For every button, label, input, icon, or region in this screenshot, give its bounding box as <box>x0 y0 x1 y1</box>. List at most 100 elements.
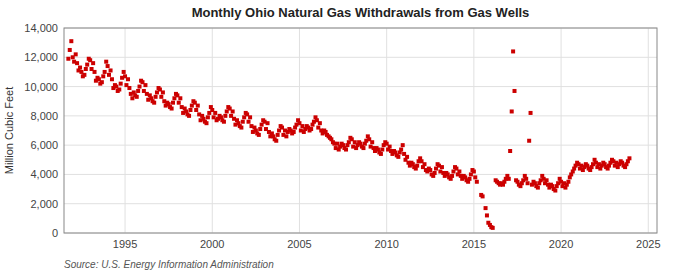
point <box>194 108 198 112</box>
grid-line <box>561 28 562 233</box>
point <box>266 121 270 125</box>
point <box>284 134 288 138</box>
points <box>66 39 631 230</box>
point <box>213 111 217 115</box>
point <box>529 111 533 115</box>
point <box>274 139 278 143</box>
plot-frame <box>64 28 657 233</box>
point <box>318 121 322 125</box>
point <box>309 127 313 131</box>
point <box>401 143 405 147</box>
grid-line <box>64 115 657 116</box>
point <box>103 70 107 74</box>
point <box>107 73 111 77</box>
point <box>258 127 262 131</box>
point <box>388 145 392 149</box>
source-note: Source: U.S. Energy Information Administ… <box>64 259 274 270</box>
y-tick-label: 6,000 <box>30 139 58 151</box>
point <box>239 126 243 130</box>
point <box>122 70 126 74</box>
point <box>361 146 365 150</box>
y-tick-label: 12,000 <box>24 51 58 63</box>
point <box>440 165 444 169</box>
chart: Monthly Ohio Natural Gas Withdrawals fro… <box>0 0 675 275</box>
point <box>344 148 348 152</box>
y-tick-label: 2,000 <box>30 198 58 210</box>
point <box>231 109 235 113</box>
y-tick-label: 8,000 <box>30 110 58 122</box>
point <box>223 114 227 118</box>
point <box>510 109 514 113</box>
point <box>177 101 181 105</box>
point <box>159 95 163 99</box>
point <box>143 83 147 87</box>
point <box>68 48 72 52</box>
point <box>85 63 89 67</box>
point <box>485 213 489 217</box>
point <box>379 152 383 156</box>
point <box>101 74 105 78</box>
y-tick-label: 14,000 <box>24 22 58 34</box>
point <box>433 171 437 175</box>
grid <box>64 28 657 233</box>
point <box>508 149 512 153</box>
grid-line <box>125 28 126 233</box>
point <box>257 133 261 137</box>
point <box>428 168 432 172</box>
point <box>100 80 104 84</box>
axes: 0 2,000 4,000 6,000 8,000 10,000 12,000 14,000 1… <box>24 22 660 250</box>
grid-line <box>64 174 657 175</box>
point <box>468 177 472 181</box>
point <box>127 86 131 90</box>
point <box>187 114 191 118</box>
y-tick-label: 4,000 <box>30 168 58 180</box>
point <box>161 90 165 94</box>
point <box>93 70 97 74</box>
point <box>507 177 511 181</box>
point <box>91 61 95 65</box>
point <box>491 226 495 230</box>
point <box>566 180 570 184</box>
point <box>206 115 210 119</box>
point <box>204 121 208 125</box>
point <box>196 104 200 108</box>
title: Monthly Ohio Natural Gas Withdrawals fro… <box>192 5 530 20</box>
point <box>188 108 192 112</box>
grid-line <box>386 28 387 233</box>
point <box>472 170 476 174</box>
grid-line <box>64 57 657 58</box>
grid-line <box>64 203 657 204</box>
point <box>553 189 557 193</box>
point <box>292 130 296 134</box>
y-tick-label: 10,000 <box>24 81 58 93</box>
point <box>627 156 631 160</box>
y-tick-label: 0 <box>52 227 58 239</box>
point <box>136 89 140 93</box>
grid-line <box>473 28 474 233</box>
y-axis-label: Million Cubic Feet <box>3 87 15 174</box>
point <box>170 107 174 111</box>
point <box>109 68 113 72</box>
point <box>380 148 384 152</box>
grid-line <box>64 86 657 87</box>
point <box>370 140 374 144</box>
point <box>138 85 142 89</box>
point <box>117 88 121 92</box>
x-tick-label: 2000 <box>200 238 224 250</box>
point <box>135 95 139 99</box>
point <box>74 52 78 56</box>
point <box>473 175 477 179</box>
point <box>527 139 531 143</box>
x-tick-label: 2005 <box>287 238 311 250</box>
point <box>450 174 454 178</box>
point <box>423 162 427 166</box>
point <box>457 170 461 174</box>
point <box>110 77 114 81</box>
point <box>524 177 528 181</box>
x-tick-label: 2015 <box>462 238 486 250</box>
point <box>545 178 549 182</box>
point <box>248 115 252 119</box>
x-tick-label: 1995 <box>113 238 137 250</box>
point <box>396 155 400 159</box>
point <box>526 181 530 185</box>
